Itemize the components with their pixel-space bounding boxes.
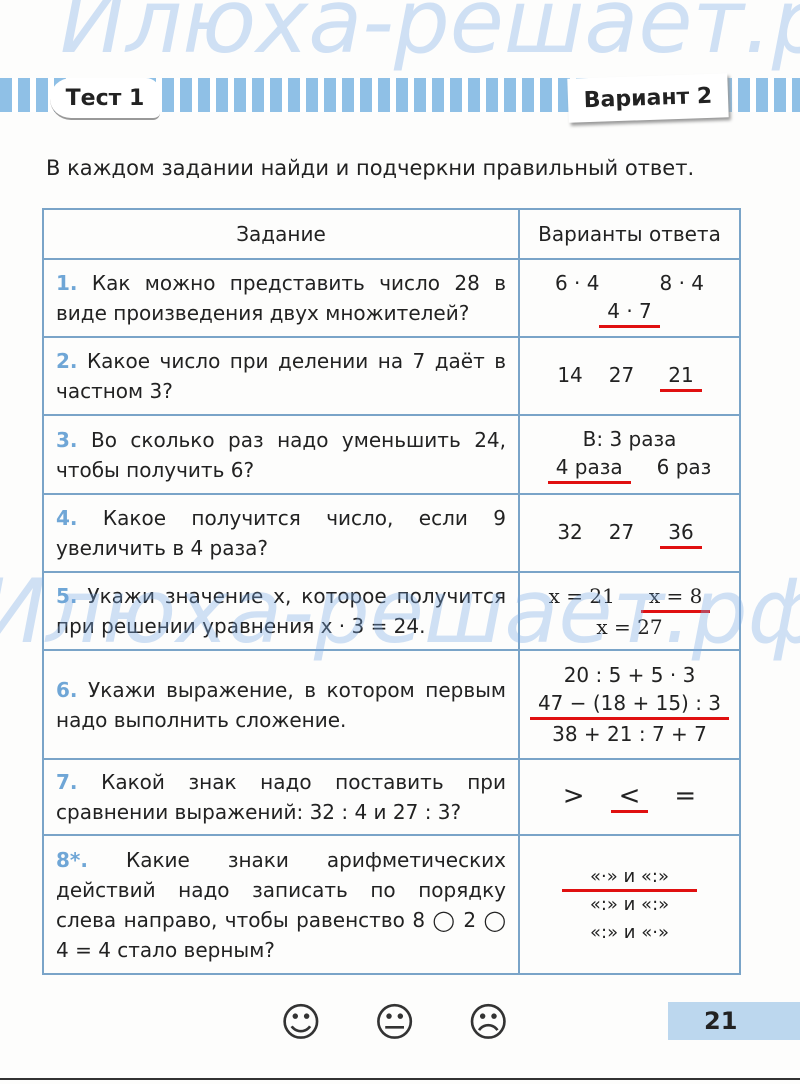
option[interactable]: 32 <box>557 519 583 544</box>
option-underlined[interactable]: 4 раза <box>547 453 631 484</box>
option[interactable]: 20 : 5 + 5 · 3 <box>563 663 696 687</box>
table-row: 1. Как можно представить число 28 в виде… <box>44 258 739 336</box>
task-number: 7. <box>56 770 78 794</box>
sad-face-icon[interactable]: ☹ <box>467 1000 510 1046</box>
option[interactable]: 38 + 21 : 7 + 7 <box>552 722 707 746</box>
option[interactable]: 14 <box>557 362 583 387</box>
table-row: 4. Какое получится число, если 9 увеличи… <box>44 493 739 571</box>
option[interactable]: «:» и «·» <box>590 921 669 943</box>
page-number: 21 <box>668 1002 800 1040</box>
variant-label: Вариант 2 <box>567 73 729 123</box>
task-text: Какие знаки арифметических действий надо… <box>56 847 507 962</box>
red-underline <box>562 888 697 892</box>
task-table: Задание Варианты ответа 1. Как можно пре… <box>42 208 741 975</box>
option[interactable]: = <box>674 780 697 811</box>
task-text: Какое число при делении на 7 даёт в част… <box>56 349 506 403</box>
task-number: 4. <box>56 506 78 530</box>
table-row: 7. Какой знак надо поставить при сравнен… <box>44 758 739 834</box>
option-underlined[interactable]: x = 8 <box>640 582 711 613</box>
option[interactable]: «:» и «:» <box>589 893 670 915</box>
option-underlined[interactable]: 36 <box>660 518 702 549</box>
task-text: Какой знак надо поставить при сравнении … <box>56 770 507 824</box>
watermark: Илюха-решает.рф <box>60 0 800 73</box>
option-underlined[interactable]: «·» и «:» <box>590 865 669 887</box>
neutral-face-icon[interactable]: 😐 <box>373 1000 416 1046</box>
table-row: 5. Укажи значение x, которое получится п… <box>44 571 739 649</box>
col-task: Задание <box>44 210 520 258</box>
task-text: Во сколько раз надо уменьшить 24, чтобы … <box>56 427 506 482</box>
option[interactable]: 8 · 4 <box>659 270 705 295</box>
option[interactable]: 27 <box>608 519 635 544</box>
table-row: 2. Какое число при делении на 7 даёт в ч… <box>44 336 739 414</box>
option-underlined[interactable]: 21 <box>660 361 702 392</box>
task-number: 2. <box>56 349 78 373</box>
option[interactable]: x = 21 <box>548 583 615 608</box>
instruction: В каждом задании найди и подчеркни прави… <box>46 156 695 180</box>
happy-face-icon[interactable]: ☺ <box>280 1000 322 1046</box>
self-assessment-smileys: ☺ 😐 ☹ <box>280 1000 509 1046</box>
option[interactable]: x = 27 <box>596 614 663 639</box>
task-text: Как можно представить число 28 в виде пр… <box>56 271 507 325</box>
option[interactable]: В: 3 раза <box>582 427 677 451</box>
option[interactable]: > <box>562 780 585 811</box>
task-text: Укажи значение x, которое получится при … <box>56 584 506 638</box>
footer-rule <box>0 1078 800 1080</box>
task-number: 6. <box>56 677 78 702</box>
task-number: 8*. <box>56 847 88 872</box>
task-text: Укажи выражение, в котором первым надо в… <box>56 677 507 732</box>
table-row: 6. Укажи выражение, в котором первым над… <box>44 649 739 758</box>
option[interactable]: 6 · 4 <box>554 270 600 295</box>
test-label: Тест 1 <box>50 78 160 120</box>
col-answers: Варианты ответа <box>538 222 721 246</box>
table-row: 8*. Какие знаки арифметических действий … <box>44 834 739 973</box>
option-underlined[interactable]: < <box>610 782 649 813</box>
task-text: Какое получится число, если 9 увеличить … <box>56 506 506 560</box>
option[interactable]: 27 <box>608 362 635 387</box>
task-number: 3. <box>56 427 78 452</box>
task-number: 1. <box>56 271 78 295</box>
task-number: 5. <box>56 584 78 608</box>
table-header: Задание Варианты ответа <box>44 210 739 258</box>
table-row: 3. Во сколько раз надо уменьшить 24, что… <box>44 414 739 493</box>
option-underlined[interactable]: 4 · 7 <box>599 297 660 328</box>
option[interactable]: 6 раз <box>656 455 712 479</box>
option-underlined[interactable]: 47 − (18 + 15) : 3 <box>529 689 730 720</box>
